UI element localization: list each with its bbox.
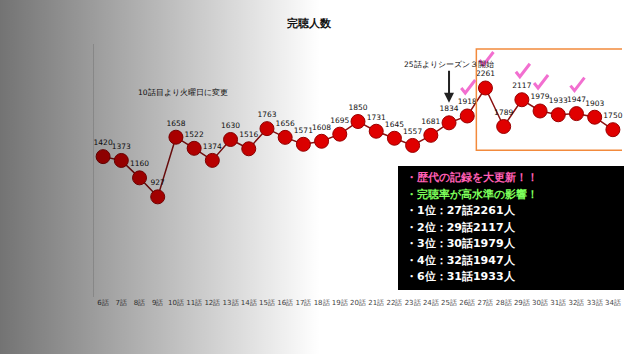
svg-text:9話: 9話 <box>152 299 163 307</box>
svg-text:1789: 1789 <box>494 108 513 117</box>
svg-text:1571: 1571 <box>294 126 313 135</box>
html-text:・3位：30話1979人: ・3位：30話1979人 <box>406 237 515 250</box>
svg-text:12話: 12話 <box>204 299 220 307</box>
svg-text:22話: 22話 <box>386 299 402 307</box>
svg-text:24話: 24話 <box>423 299 439 307</box>
svg-text:1979: 1979 <box>531 92 550 101</box>
html-text:・歴代の記録を大更新！！: ・歴代の記録を大更新！！ <box>406 171 538 184</box>
html-text:・4位：32話1947人: ・4位：32話1947人 <box>406 253 515 267</box>
svg-text:1850: 1850 <box>348 103 367 112</box>
svg-text:17話: 17話 <box>295 299 311 307</box>
svg-text:2261: 2261 <box>476 69 495 78</box>
svg-text:30話: 30話 <box>532 299 548 307</box>
svg-text:1918: 1918 <box>458 97 477 106</box>
svg-text:23話: 23話 <box>405 299 421 307</box>
svg-text:25話: 25話 <box>441 299 457 307</box>
svg-text:14話: 14話 <box>241 299 257 307</box>
svg-text:31話: 31話 <box>550 299 566 307</box>
svg-text:27話: 27話 <box>477 299 493 307</box>
svg-text:21話: 21話 <box>368 299 384 307</box>
svg-text:1645: 1645 <box>385 120 404 129</box>
svg-text:1522: 1522 <box>185 130 204 139</box>
svg-text:927: 927 <box>151 178 166 187</box>
svg-text:1933: 1933 <box>549 96 568 105</box>
svg-text:1681: 1681 <box>421 117 440 126</box>
svg-text:1903: 1903 <box>585 99 604 108</box>
svg-text:1160: 1160 <box>130 159 149 168</box>
svg-text:29話: 29話 <box>514 299 530 307</box>
svg-text:7話: 7話 <box>116 299 127 307</box>
svg-text:25話よりシーズン３開始: 25話よりシーズン３開始 <box>404 60 494 69</box>
svg-text:34話: 34話 <box>605 299 621 307</box>
svg-text:1630: 1630 <box>221 121 240 130</box>
svg-text:1374: 1374 <box>203 142 222 151</box>
svg-text:1608: 1608 <box>312 123 331 132</box>
svg-text:15話: 15話 <box>259 299 275 307</box>
svg-text:33話: 33話 <box>587 299 603 307</box>
html-text:・1位：27話2261人: ・1位：27話2261人 <box>406 204 515 217</box>
svg-text:1947: 1947 <box>567 95 586 104</box>
svg-text:26話: 26話 <box>459 299 475 307</box>
svg-text:11話: 11話 <box>186 299 202 307</box>
svg-text:20話: 20話 <box>350 299 366 307</box>
svg-text:1731: 1731 <box>367 113 386 122</box>
svg-text:1834: 1834 <box>439 104 458 113</box>
svg-text:1695: 1695 <box>330 116 349 125</box>
svg-text:1750: 1750 <box>603 111 622 120</box>
svg-text:完聴人数: 完聴人数 <box>287 17 332 30</box>
svg-text:10話: 10話 <box>168 299 184 307</box>
svg-text:6話: 6話 <box>97 299 108 307</box>
svg-text:1373: 1373 <box>112 142 131 151</box>
svg-text:1763: 1763 <box>257 110 276 119</box>
html-text:・6位：31話1933人: ・6位：31話1933人 <box>406 270 515 283</box>
svg-text:28話: 28話 <box>496 299 512 307</box>
svg-text:1658: 1658 <box>166 119 185 128</box>
svg-text:16話: 16話 <box>277 299 293 307</box>
svg-text:13話: 13話 <box>223 299 239 307</box>
svg-text:1516: 1516 <box>239 130 258 139</box>
svg-text:1557: 1557 <box>403 127 422 136</box>
svg-text:1420: 1420 <box>94 138 113 147</box>
svg-text:8話: 8話 <box>134 299 145 307</box>
svg-text:19話: 19話 <box>332 299 348 307</box>
html-text:・2位：29話2117人: ・2位：29話2117人 <box>406 220 515 234</box>
svg-text:2117: 2117 <box>512 81 531 90</box>
html-text:・完聴率が高水準の影響！: ・完聴率が高水準の影響！ <box>406 187 538 201</box>
svg-text:1656: 1656 <box>276 119 295 128</box>
svg-text:18話: 18話 <box>314 299 330 307</box>
svg-text:32話: 32話 <box>569 299 585 307</box>
svg-text:10話目より火曜日に変更: 10話目より火曜日に変更 <box>138 88 228 97</box>
